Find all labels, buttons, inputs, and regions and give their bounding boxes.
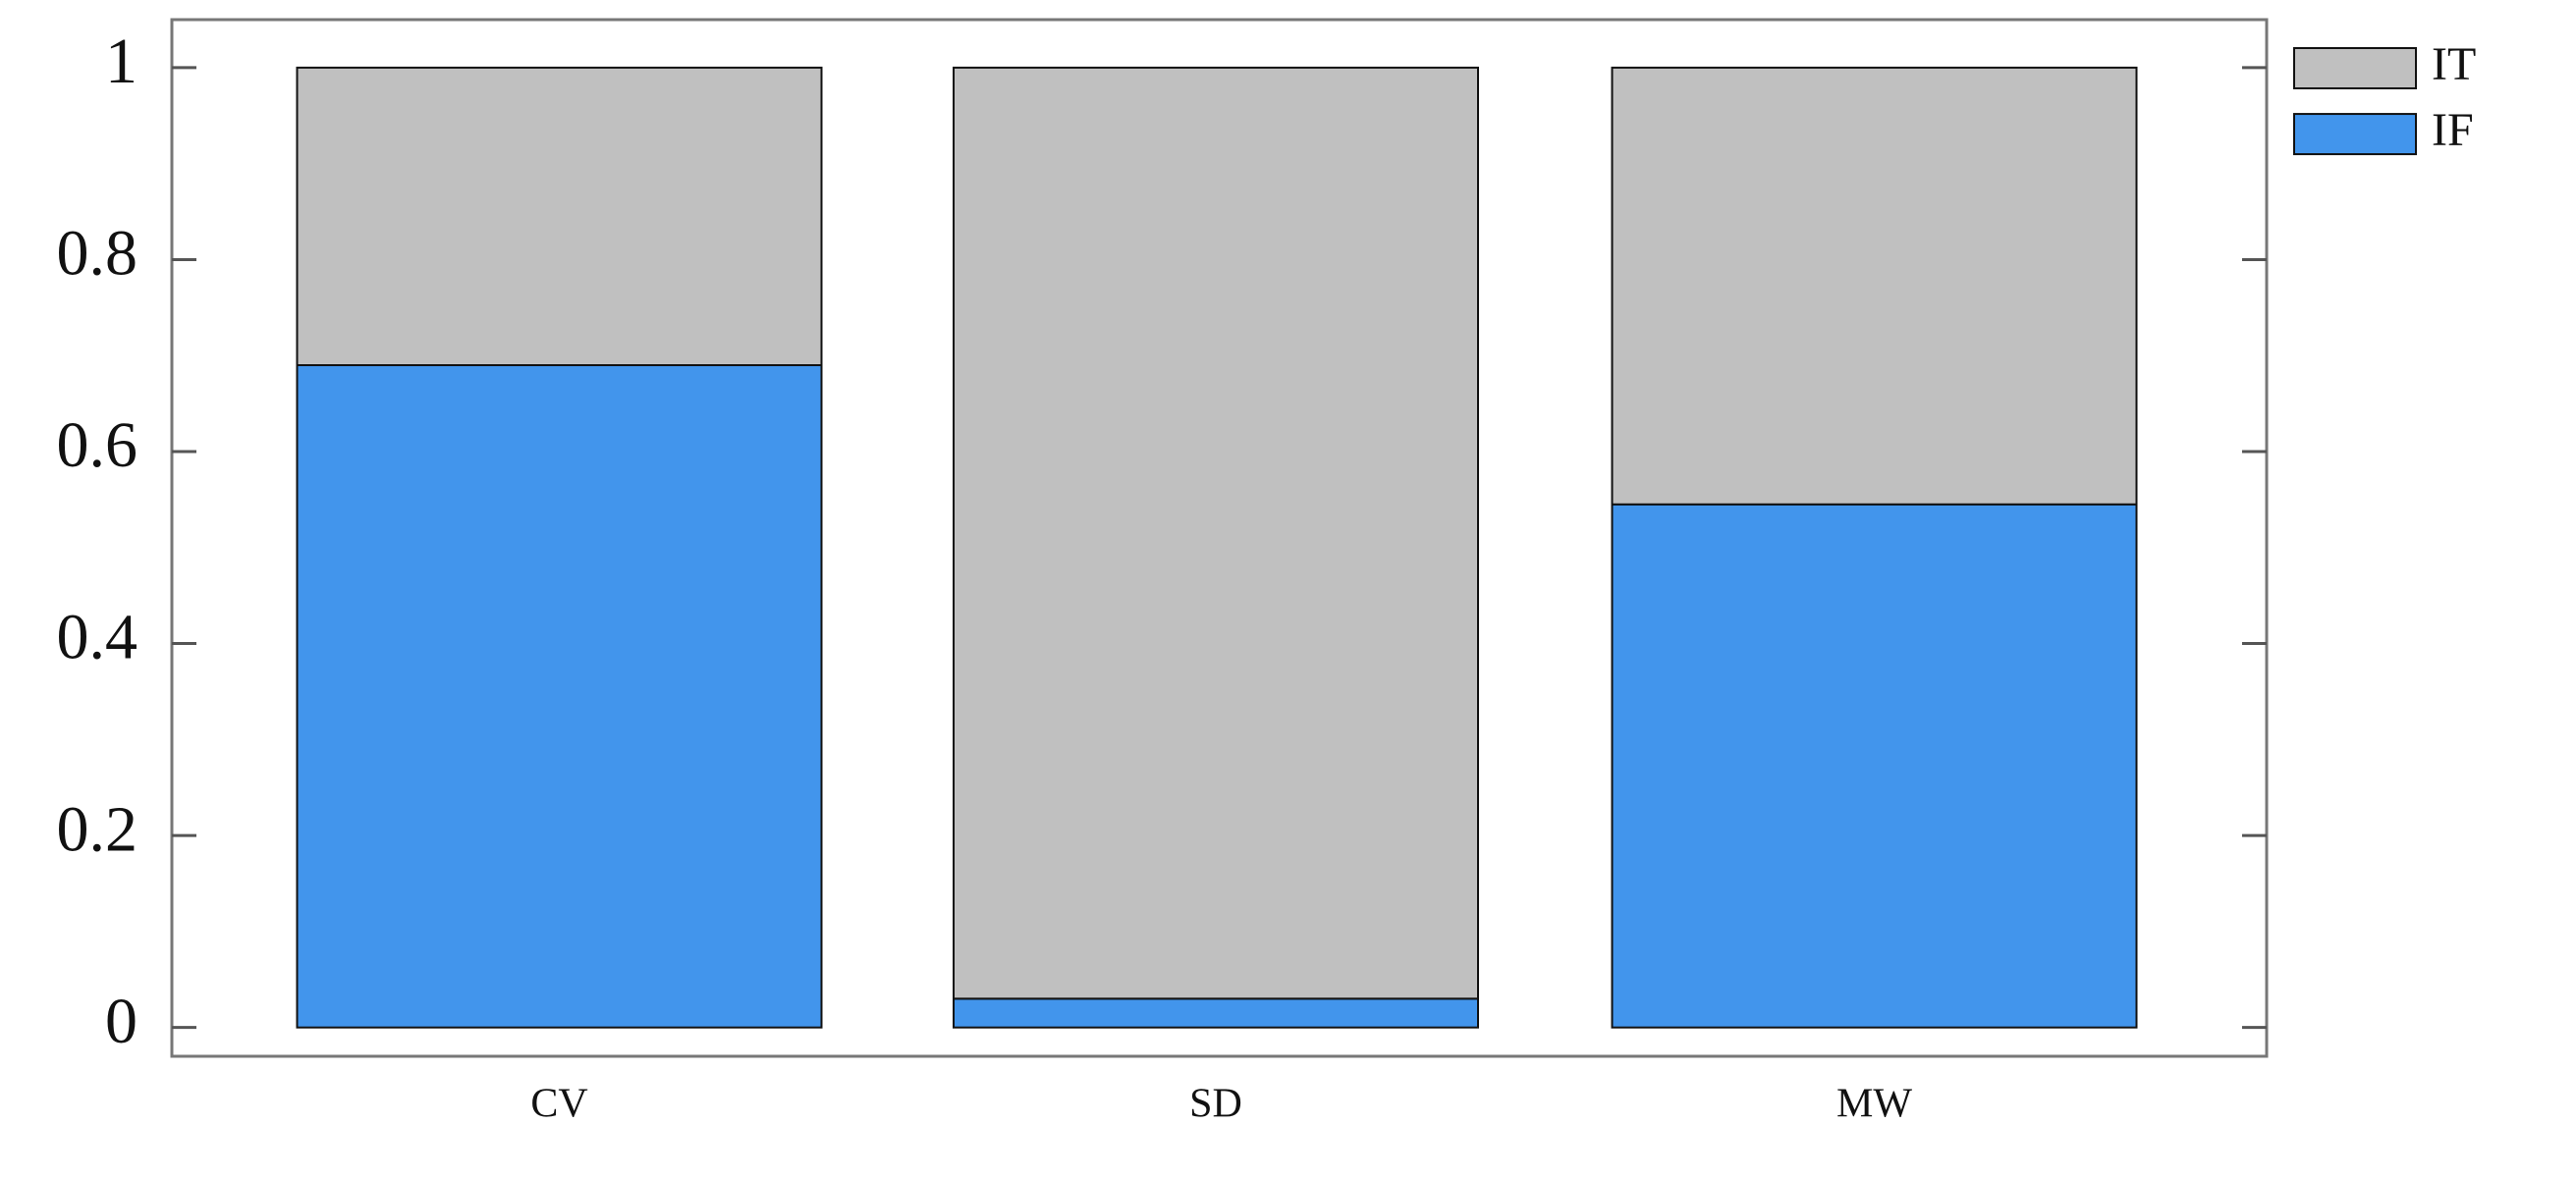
bar-segment	[953, 66, 1479, 1000]
x-tick-label: SD	[1189, 1082, 1242, 1127]
legend-label: IT	[2432, 38, 2476, 90]
bar-segment	[296, 66, 823, 366]
bar-segment	[296, 364, 823, 1029]
legend-swatch	[2293, 113, 2417, 156]
y-tick-label: 0	[105, 986, 137, 1057]
y-tick-label: 0.8	[57, 218, 138, 290]
y-tick-label: 1	[105, 26, 137, 97]
legend-label: IF	[2432, 104, 2474, 156]
y-tick-label: 0.2	[57, 793, 138, 865]
y-tick-label: 0.6	[57, 409, 138, 481]
bar-segment	[1611, 66, 2138, 506]
legend-swatch	[2293, 47, 2417, 89]
x-tick-label: MW	[1836, 1082, 1912, 1127]
y-tick-label: 0.4	[57, 602, 138, 673]
plot-frame	[170, 18, 2269, 1058]
x-tick-label: CV	[530, 1082, 587, 1127]
bar-segment	[1611, 503, 2138, 1029]
bar-segment	[953, 997, 1479, 1029]
